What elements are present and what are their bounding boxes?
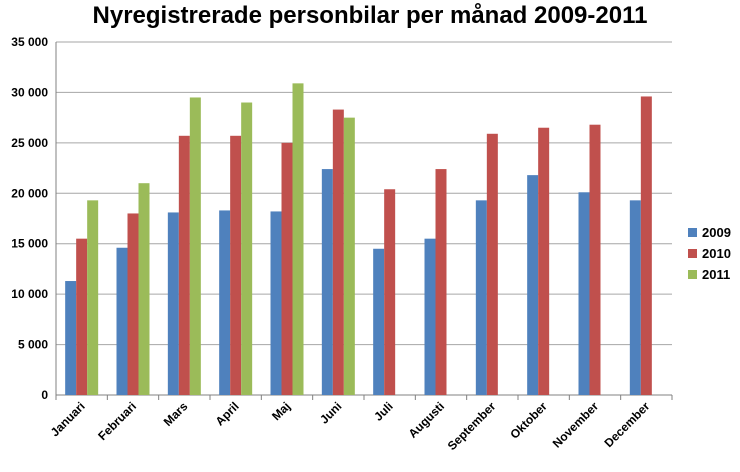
bar-2011-mars [189, 97, 201, 395]
y-tick-label: 5 000 [18, 338, 48, 352]
x-tick-label: Januari [48, 399, 88, 439]
x-tick-label: Mars [161, 399, 191, 429]
bar-2009-oktober [527, 175, 539, 395]
legend-label-2009: 2009 [702, 225, 731, 240]
x-tick-label: Maj [269, 399, 293, 423]
bar-2009-september [475, 200, 487, 395]
bar-2010-augusti [435, 169, 447, 395]
bar-2009-februari [116, 247, 128, 395]
x-tick-label: Oktober [507, 399, 550, 442]
bar-2009-juni [321, 169, 333, 395]
x-tick-label: December [602, 399, 653, 450]
x-tick-label: Juni [317, 399, 344, 426]
bar-2009-december [629, 200, 641, 395]
y-tick-label: 0 [41, 388, 48, 402]
bar-2010-juli [384, 189, 396, 395]
x-tick-label: Augusti [406, 399, 447, 440]
bar-2010-oktober [538, 127, 550, 395]
x-tick-label: Februari [95, 399, 139, 443]
bar-2010-december [640, 96, 652, 395]
legend-label-2010: 2010 [702, 246, 731, 261]
bar-2010-februari [127, 213, 139, 395]
bar-2010-november [589, 124, 601, 396]
bar-2010-juni [332, 109, 344, 396]
bar-2009-januari [65, 281, 77, 395]
bar-2009-augusti [424, 238, 436, 395]
bar-2010-april [230, 135, 242, 395]
bar-2011-maj [292, 83, 304, 395]
y-tick-label: 20 000 [11, 186, 48, 200]
x-tick-label: September [445, 399, 499, 453]
bar-2010-mars [178, 135, 190, 395]
x-tick-label: Juli [371, 399, 396, 424]
chart-title: Nyregistrerade personbilar per månad 200… [92, 2, 648, 29]
bar-2009-maj [270, 211, 282, 395]
bar-2011-januari [87, 200, 99, 395]
legend-swatch-2011 [688, 270, 697, 279]
legend-swatch-2010 [688, 249, 697, 258]
bar-2009-juli [373, 248, 385, 395]
bar-2011-juni [343, 117, 355, 396]
y-tick-label: 30 000 [11, 85, 48, 99]
y-tick-label: 35 000 [11, 35, 48, 49]
bar-2009-mars [167, 212, 179, 395]
bar-2010-januari [76, 238, 88, 395]
bar-2010-maj [281, 142, 293, 395]
bar-2009-november [578, 192, 590, 395]
bar-2011-februari [138, 183, 150, 395]
x-tick-label: November [550, 399, 602, 451]
y-tick-label: 15 000 [11, 237, 48, 251]
y-tick-label: 10 000 [11, 287, 48, 301]
bar-2009-april [219, 210, 231, 395]
bar-2010-september [486, 133, 498, 395]
legend-label-2011: 2011 [702, 267, 730, 282]
bar-2011-april [241, 102, 253, 395]
x-tick-label: April [213, 399, 242, 428]
y-tick-label: 25 000 [11, 136, 48, 150]
legend-swatch-2009 [688, 228, 697, 237]
